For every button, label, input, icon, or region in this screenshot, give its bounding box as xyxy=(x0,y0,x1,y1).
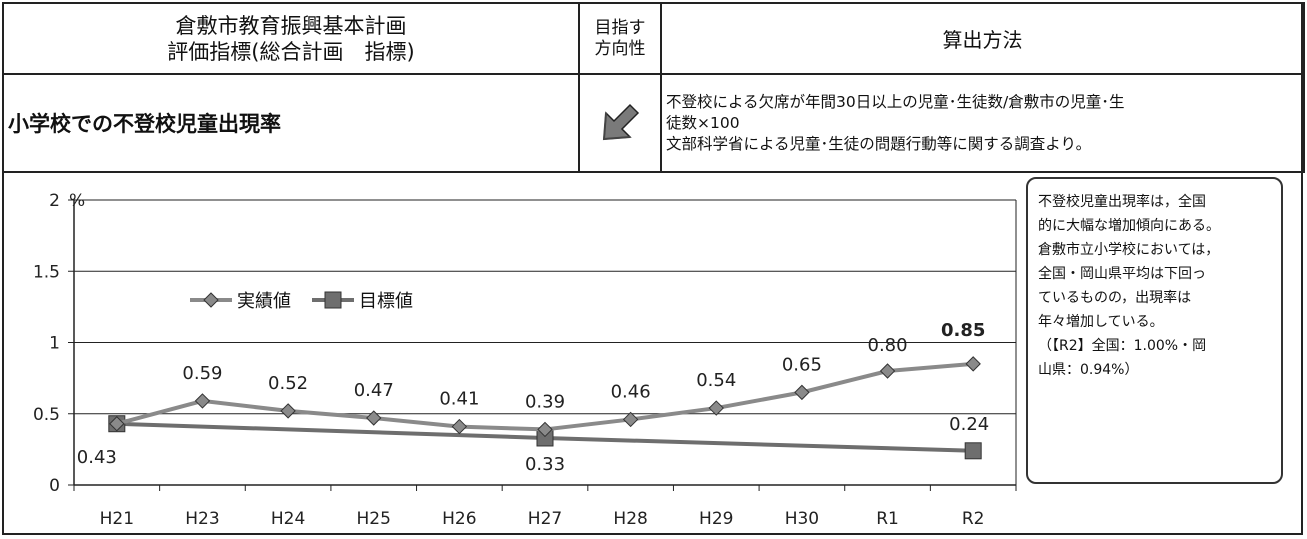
actual-point xyxy=(622,411,639,428)
note-line: 全国・岡山県平均は下回っ xyxy=(1038,266,1206,282)
x-tick-label: H27 xyxy=(528,509,562,529)
actual-point xyxy=(109,416,125,432)
calc-method-cell: 不登校による欠席が年間30日以上の児童･生徒数/倉敷市の児童･生 徒数×100 … xyxy=(660,73,1305,173)
actual-data-label: 0.85 xyxy=(941,320,985,341)
actual-point xyxy=(537,421,553,438)
plan-title-cell: 倉敷市教育振興基本計画 評価指標(総合計画 指標) xyxy=(2,2,580,75)
target-data-label: 0.24 xyxy=(949,414,989,435)
calc-line3: 文部科学省による児童･生徒の問題行動等に関する調査より。 xyxy=(666,134,1092,153)
actual-data-label: 0.52 xyxy=(268,373,308,394)
plan-title-line2: 評価指標(総合計画 指標) xyxy=(167,39,415,64)
y-tick-label: 2 xyxy=(49,191,60,211)
y-tick-label: 1.5 xyxy=(33,262,60,282)
arrow-down-left-icon xyxy=(602,103,640,141)
note-line: 山県：0.94%） xyxy=(1038,362,1139,378)
x-tick-label: H28 xyxy=(613,509,647,529)
commentary-box: 不登校児童出現率は，全国 的に大幅な増加傾向にある。 倉敷市立小学校においては，… xyxy=(1026,177,1283,484)
indicator-table: 倉敷市教育振興基本計画 評価指標(総合計画 指標) 目指す 方向性 算出方法 小… xyxy=(2,2,1305,173)
actual-data-label: 0.43 xyxy=(77,447,117,468)
actual-data-label: 0.80 xyxy=(868,335,908,356)
y-tick-label: 1 xyxy=(49,334,60,354)
legend-actual-label: 実績値 xyxy=(237,291,291,312)
target-data-label: 0.33 xyxy=(525,454,565,475)
direction-header-line2: 方向性 xyxy=(594,38,646,59)
line-chart: 0 0.5 1 1.5 2 % H21 H23 H24 H25 H26 H27 H28 H29 H30 R1 R… xyxy=(33,191,1017,529)
x-tick-label: H30 xyxy=(785,509,819,529)
x-tick-label: H29 xyxy=(699,509,733,529)
x-tick-label: H23 xyxy=(185,509,219,529)
x-tick-label: H25 xyxy=(357,509,391,529)
actual-point xyxy=(879,363,896,379)
calc-header: 算出方法 xyxy=(660,2,1305,75)
x-tick-label: H21 xyxy=(100,509,134,529)
actual-data-label: 0.59 xyxy=(182,363,222,384)
actual-point xyxy=(280,403,296,419)
note-line: 不登校児童出現率は，全国 xyxy=(1038,194,1206,210)
x-tick-label: R2 xyxy=(962,509,985,529)
actual-point xyxy=(708,400,724,416)
x-tick-label: R1 xyxy=(876,509,899,529)
actual-data-label: 0.47 xyxy=(354,380,394,401)
actual-point xyxy=(366,410,382,426)
y-tick-label: 0 xyxy=(49,476,60,496)
legend-target-label: 目標値 xyxy=(359,291,413,312)
y-unit-label: % xyxy=(69,191,85,211)
actual-data-label: 0.39 xyxy=(525,391,565,412)
y-tick-label: 0.5 xyxy=(33,405,60,425)
actual-data-label: 0.41 xyxy=(439,389,479,410)
note-line: 倉敷市立小学校においては， xyxy=(1038,242,1220,258)
note-line: ているものの，出現率は xyxy=(1038,290,1192,306)
calc-line2: 徒数×100 xyxy=(666,113,740,132)
actual-point xyxy=(194,393,211,409)
target-point xyxy=(964,442,982,460)
actual-data-label: 0.65 xyxy=(782,354,822,375)
indicator-name: 小学校での不登校児童出現率 xyxy=(2,73,580,173)
actual-point xyxy=(451,418,468,435)
note-line: 的に大幅な増加傾向にある。 xyxy=(1038,218,1220,234)
calc-line1: 不登校による欠席が年間30日以上の児童･生徒数/倉敷市の児童･生 xyxy=(666,92,1125,111)
note-line: 年々増加している。 xyxy=(1038,314,1164,330)
direction-cell xyxy=(578,73,662,173)
actual-point xyxy=(794,384,810,401)
legend-actual-marker xyxy=(203,292,219,308)
legend-target-marker xyxy=(324,291,342,309)
direction-header-cell: 目指す 方向性 xyxy=(578,2,662,75)
plan-title-line1: 倉敷市教育振興基本計画 xyxy=(175,13,407,38)
note-line: （【R2】全国：1.00%・岡 xyxy=(1038,338,1207,354)
x-tick-label: H24 xyxy=(271,509,305,529)
direction-header-line1: 目指す xyxy=(594,17,646,38)
actual-data-label: 0.54 xyxy=(696,370,736,391)
actual-point xyxy=(965,356,981,372)
x-tick-label: H26 xyxy=(442,509,476,529)
actual-data-label: 0.46 xyxy=(611,381,651,402)
